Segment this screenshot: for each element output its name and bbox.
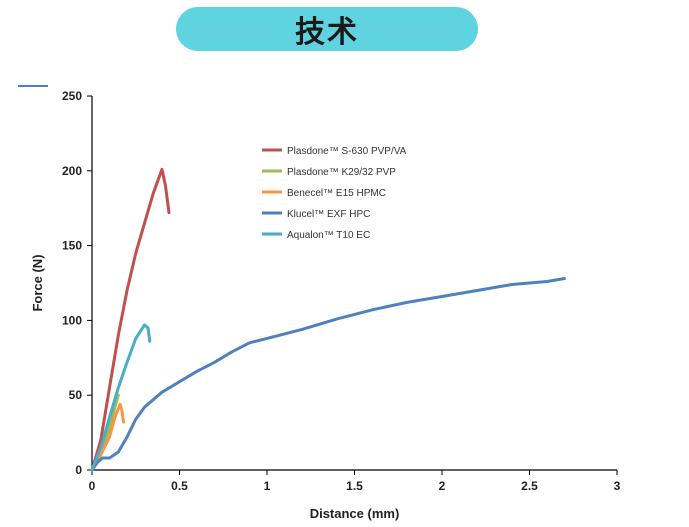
- x-tick-label: 1.5: [346, 479, 363, 493]
- y-tick-label: 150: [62, 239, 82, 253]
- legend-label-3: Benecel™ E15 HPMC: [287, 188, 386, 199]
- legend-label-2: Plasdone™ K29/32 PVP: [287, 167, 396, 178]
- decorative-dash: [18, 85, 48, 87]
- series-layer: [90, 167, 566, 472]
- legend: Plasdone™ S-630 PVP/VA Plasdone™ K29/32 P…: [262, 146, 407, 241]
- series-line-3: [90, 402, 125, 472]
- y-tick-label: 200: [62, 164, 82, 178]
- title-banner: 技术: [176, 7, 478, 51]
- x-tick-label: 1: [264, 479, 271, 493]
- x-tick-label: 0.5: [171, 479, 188, 493]
- legend-label-1: Plasdone™ S-630 PVP/VA: [287, 146, 407, 157]
- y-tick-label: 0: [75, 463, 82, 477]
- series-line-1: [90, 167, 171, 472]
- y-axis-title: Force (N): [30, 254, 45, 311]
- axes: 0 50 100 150 200 250 0 0.5 1 1.5 2 2.5 3: [62, 89, 621, 493]
- page-title: 技术: [295, 15, 359, 50]
- y-tick-label: 100: [62, 313, 82, 327]
- legend-label-5: Aqualon™ T10 EC: [287, 230, 370, 241]
- x-tick-label: 0: [89, 479, 96, 493]
- x-axis-title: Distance (mm): [310, 506, 400, 521]
- y-tick-label: 250: [62, 89, 82, 103]
- legend-label-4: Klucel™ EXF HPC: [287, 209, 370, 220]
- y-tick-label: 50: [69, 388, 83, 402]
- series-line-4: [90, 277, 566, 472]
- x-tick-label: 2.5: [521, 479, 538, 493]
- series-line-5: [90, 323, 152, 472]
- x-tick-label: 3: [614, 479, 621, 493]
- x-tick-label: 2: [439, 479, 446, 493]
